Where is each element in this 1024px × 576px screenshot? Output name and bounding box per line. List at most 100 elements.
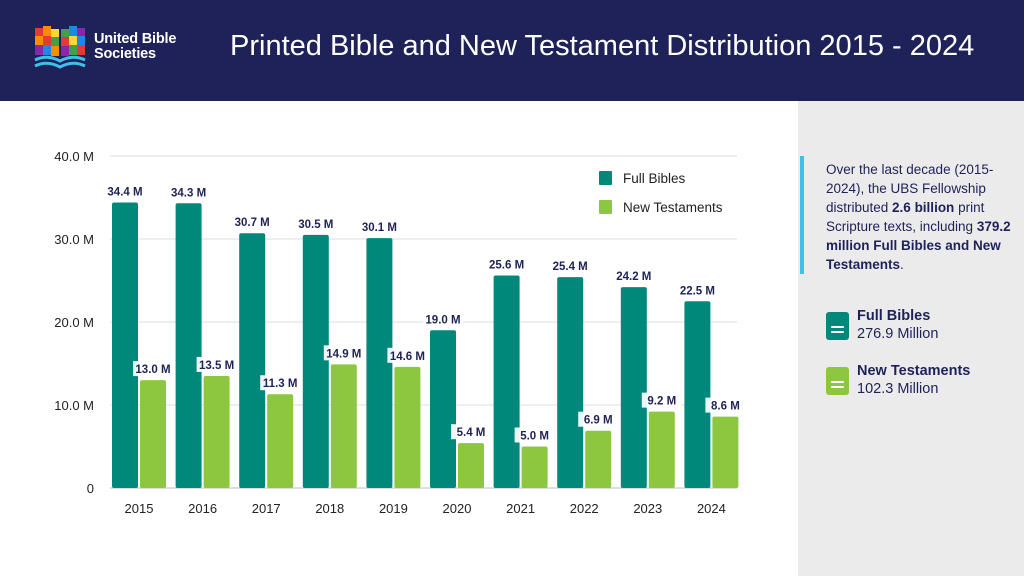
data-label: 13.0 M [135, 364, 170, 376]
legend-swatch [599, 200, 612, 214]
y-tick-label: 10.0 M [54, 398, 94, 413]
bar-new-testaments [521, 446, 548, 488]
data-label-bg [451, 424, 491, 440]
data-label: 13.5 M [199, 360, 234, 372]
x-tick-label: 2020 [443, 501, 472, 516]
x-tick-label: 2021 [506, 501, 535, 516]
summary-text-3: . [900, 257, 904, 272]
data-label: 6.9 M [584, 415, 613, 427]
stat-full-bibles: Full Bibles 276.9 Million [826, 308, 1016, 348]
bar-full-bibles [112, 202, 138, 488]
data-label: 5.4 M [457, 427, 486, 439]
book-icon [826, 367, 849, 395]
legend-label: Full Bibles [623, 171, 686, 186]
data-label: 25.6 M [489, 260, 524, 272]
x-tick-label: 2019 [379, 501, 408, 516]
book-icon [826, 312, 849, 340]
bar-new-testaments [203, 375, 230, 488]
data-label-bg [613, 268, 654, 284]
bar-new-testaments [458, 443, 484, 488]
y-tick-label: 30.0 M [54, 232, 94, 247]
data-label: 22.5 M [680, 285, 715, 297]
summary-accent-bar [800, 156, 804, 274]
data-label-bg [105, 183, 145, 199]
data-label: 19.0 M [425, 314, 460, 326]
data-label-bg [232, 214, 273, 230]
data-label-bg [387, 347, 428, 363]
x-tick-label: 2024 [697, 501, 726, 516]
org-name: United Bible Societies [94, 32, 176, 62]
bar-full-bibles [366, 238, 393, 488]
stat-label: New Testaments [857, 363, 971, 379]
data-label: 24.2 M [616, 271, 651, 283]
bar-full-bibles [302, 234, 329, 488]
stat-value: 102.3 Million [857, 381, 939, 397]
bar-full-bibles [175, 203, 202, 488]
y-tick-label: 20.0 M [54, 315, 94, 330]
bar-full-bibles [493, 275, 520, 488]
stat-value: 276.9 Million [857, 326, 939, 342]
data-label: 34.4 M [107, 186, 142, 198]
summary-text: Over the last decade (2015-2024), the UB… [826, 160, 1016, 274]
legend-label: New Testaments [623, 200, 723, 215]
data-label: 34.3 M [171, 187, 206, 199]
data-label-bg [550, 258, 591, 274]
data-label: 9.2 M [647, 396, 676, 408]
data-label-bg [196, 356, 237, 372]
data-label-bg [641, 392, 682, 408]
data-label-bg [514, 427, 555, 443]
data-label-bg [359, 219, 400, 235]
bar-new-testaments [140, 380, 166, 488]
data-label-bg [133, 361, 173, 377]
bar-new-testaments [585, 430, 612, 488]
x-tick-label: 2022 [570, 501, 599, 516]
data-label-bg [295, 215, 336, 231]
data-label: 30.5 M [298, 219, 333, 231]
bar-full-bibles [430, 330, 456, 488]
header-banner: United Bible Societies Printed Bible and… [0, 0, 1024, 101]
data-label: 5.0 M [520, 431, 549, 443]
summary-bold-2: 379.2 million Full Bibles and New Testam… [826, 219, 1011, 272]
data-label-bg [486, 256, 527, 272]
x-tick-label: 2023 [633, 501, 662, 516]
bar-new-testaments [394, 366, 421, 488]
data-label: 25.4 M [553, 261, 588, 273]
data-label-bg [578, 411, 619, 427]
stat-new-testaments: New Testaments 102.3 Million [826, 363, 1016, 403]
summary-bold-1: 2.6 billion [892, 200, 955, 215]
bar-new-testaments [330, 364, 357, 488]
org-name-line2: Societies [94, 46, 156, 62]
x-tick-label: 2017 [252, 501, 281, 516]
legend-swatch [599, 171, 612, 185]
data-label: 30.7 M [235, 217, 270, 229]
data-label: 8.6 M [711, 401, 740, 413]
data-label-bg [260, 375, 301, 391]
ubs-logo-icon [34, 26, 86, 69]
data-label: 30.1 M [362, 222, 397, 234]
bar-full-bibles [557, 277, 584, 488]
bar-new-testaments [648, 411, 675, 488]
data-label-bg [423, 311, 463, 327]
bar-full-bibles [684, 301, 711, 488]
y-tick-label: 40.0 M [54, 149, 94, 164]
data-label: 11.3 M [263, 378, 298, 390]
page-title: Printed Bible and New Testament Distribu… [230, 30, 975, 62]
bar-chart: 0 10.0 M 20.0 M 30.0 M 40.0 M 34.4 M 13.0 M 201… [54, 149, 746, 516]
data-label-bg [168, 184, 209, 200]
data-label-bg [323, 345, 364, 361]
x-tick-label: 2018 [315, 501, 344, 516]
y-tick-label: 0 [87, 481, 94, 496]
org-name-line1: United Bible [94, 31, 177, 47]
data-label-bg [705, 397, 746, 413]
stat-label: Full Bibles [857, 308, 931, 324]
data-label-bg [677, 282, 718, 298]
data-label: 14.9 M [326, 348, 361, 360]
bar-full-bibles [620, 287, 647, 488]
summary-text-2: print Scripture texts, including [826, 200, 985, 234]
x-tick-label: 2015 [125, 501, 154, 516]
x-tick-label: 2016 [188, 501, 217, 516]
summary-text-1: Over the last decade (2015-2024), the UB… [826, 162, 994, 215]
data-label: 14.6 M [390, 351, 425, 363]
bar-new-testaments [712, 416, 739, 488]
bar-full-bibles [239, 233, 266, 488]
